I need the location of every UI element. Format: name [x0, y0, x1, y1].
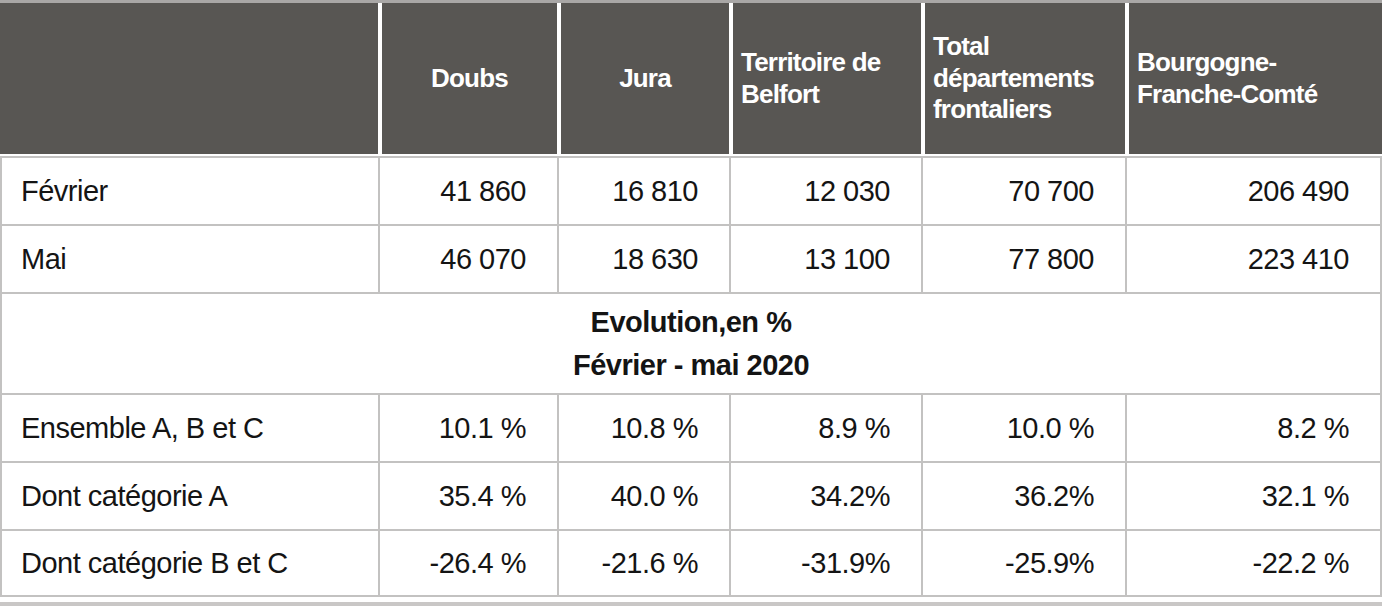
- data-cell: 10.0 %: [921, 393, 1125, 461]
- data-cell: 34.2%: [729, 461, 921, 529]
- row-mai: Mai 46 070 18 630 13 100 77 800 223 410: [0, 224, 1382, 292]
- data-cell: 70 700: [921, 156, 1125, 224]
- section-title-line1: Evolution,en %: [2, 301, 1380, 343]
- row-label: Dont catégorie A: [0, 461, 378, 529]
- data-cell: 206 490: [1125, 156, 1382, 224]
- data-cell: -26.4 %: [378, 529, 557, 597]
- data-cell: -22.2 %: [1125, 529, 1382, 597]
- data-cell: 223 410: [1125, 224, 1382, 292]
- data-cell: 35.4 %: [378, 461, 557, 529]
- departments-statistics-table: Doubs Jura Territoire de Belfort Total d…: [0, 3, 1382, 597]
- column-header-territoire-de-belfort: Territoire de Belfort: [729, 3, 921, 156]
- column-header-doubs: Doubs: [378, 3, 557, 156]
- data-cell: 36.2%: [921, 461, 1125, 529]
- section-title-line2: Février - mai 2020: [2, 344, 1380, 386]
- row-dont-categorie-a: Dont catégorie A 35.4 % 40.0 % 34.2% 36.…: [0, 461, 1382, 529]
- data-cell: -21.6 %: [557, 529, 729, 597]
- row-dont-categorie-bc: Dont catégorie B et C -26.4 % -21.6 % -3…: [0, 529, 1382, 597]
- section-header-row: Evolution,en % Février - mai 2020: [0, 292, 1382, 393]
- row-label: Dont catégorie B et C: [0, 529, 378, 597]
- data-cell: 10.8 %: [557, 393, 729, 461]
- row-label: Mai: [0, 224, 378, 292]
- row-label: Ensemble A, B et C: [0, 393, 378, 461]
- row-fevrier: Février 41 860 16 810 12 030 70 700 206 …: [0, 156, 1382, 224]
- data-cell: 46 070: [378, 224, 557, 292]
- data-cell: 10.1 %: [378, 393, 557, 461]
- data-cell: -25.9%: [921, 529, 1125, 597]
- column-header-jura: Jura: [557, 3, 729, 156]
- statistics-table-page: Doubs Jura Territoire de Belfort Total d…: [0, 0, 1382, 616]
- data-cell: 8.9 %: [729, 393, 921, 461]
- column-header-bourgogne-franche-comte: Bourgogne-Franche-Comté: [1125, 3, 1382, 156]
- row-label: Février: [0, 156, 378, 224]
- row-ensemble-abc: Ensemble A, B et C 10.1 % 10.8 % 8.9 % 1…: [0, 393, 1382, 461]
- data-cell: 40.0 %: [557, 461, 729, 529]
- data-cell: 16 810: [557, 156, 729, 224]
- header-row: Doubs Jura Territoire de Belfort Total d…: [0, 3, 1382, 156]
- section-header-cell: Evolution,en % Février - mai 2020: [0, 292, 1382, 393]
- data-cell: 41 860: [378, 156, 557, 224]
- data-cell: 32.1 %: [1125, 461, 1382, 529]
- data-cell: 8.2 %: [1125, 393, 1382, 461]
- data-cell: 77 800: [921, 224, 1125, 292]
- column-header-total-departements-frontaliers: Total départements frontaliers: [921, 3, 1125, 156]
- corner-cell: [0, 3, 378, 156]
- data-cell: -31.9%: [729, 529, 921, 597]
- data-cell: 18 630: [557, 224, 729, 292]
- data-cell: 13 100: [729, 224, 921, 292]
- data-cell: 12 030: [729, 156, 921, 224]
- table-bottom-border: [0, 602, 1382, 606]
